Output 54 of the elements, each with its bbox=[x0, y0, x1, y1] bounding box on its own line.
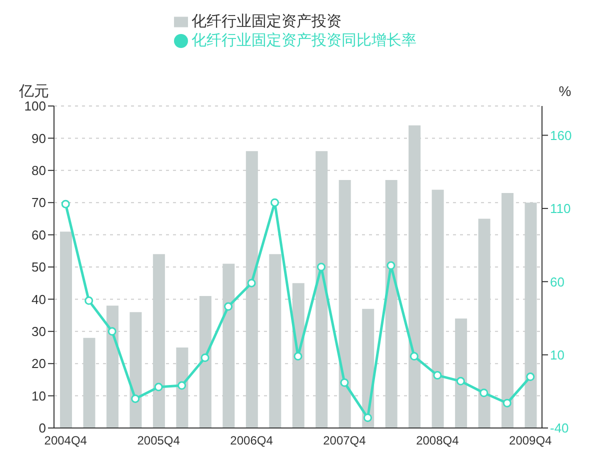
y-tick-label: 90 bbox=[32, 130, 46, 146]
y-axis-title: 亿元 bbox=[18, 83, 49, 100]
bar bbox=[502, 192, 514, 428]
point bbox=[456, 376, 465, 386]
y-tick-label: 50 bbox=[32, 260, 46, 275]
bar bbox=[338, 180, 351, 428]
point bbox=[131, 394, 140, 403]
point bbox=[386, 261, 396, 270]
bar bbox=[60, 232, 72, 428]
y-tick-label: 100 bbox=[24, 98, 46, 114]
y-tick-label: 20 bbox=[32, 356, 46, 372]
point bbox=[363, 414, 372, 422]
y-tick-label: 30 bbox=[32, 324, 46, 340]
bar bbox=[269, 254, 282, 428]
x-tick-label: 2009Q4 bbox=[509, 434, 552, 448]
y2-tick-label: 110 bbox=[550, 201, 571, 216]
point bbox=[316, 262, 326, 272]
point bbox=[224, 302, 233, 311]
point bbox=[294, 352, 302, 361]
legend-label: 化纤行业固定资产投资 bbox=[192, 13, 342, 30]
y-tick-label: 0 bbox=[38, 420, 46, 436]
y-tick-label: 70 bbox=[32, 195, 46, 210]
point bbox=[270, 198, 280, 207]
x-tick-label: 2004Q4 bbox=[44, 434, 88, 448]
point bbox=[84, 296, 94, 305]
bar bbox=[199, 296, 212, 428]
y2-tick-label: 160 bbox=[550, 128, 572, 143]
x-tick-label: 2005Q4 bbox=[137, 434, 180, 448]
point bbox=[61, 200, 70, 208]
point bbox=[154, 382, 163, 392]
y2-tick-label: -40 bbox=[550, 420, 569, 436]
point bbox=[200, 353, 210, 362]
y-tick-label: 40 bbox=[32, 292, 46, 307]
x-tick-label: 2006Q4 bbox=[230, 434, 274, 448]
point bbox=[526, 372, 535, 382]
y-tick-label: 10 bbox=[32, 388, 46, 404]
y2-tick-label: 60 bbox=[550, 274, 564, 290]
bar bbox=[432, 190, 444, 428]
x-tick-label: 2008Q4 bbox=[416, 434, 460, 448]
bar bbox=[130, 312, 142, 428]
point bbox=[480, 388, 488, 398]
point bbox=[108, 327, 116, 336]
x-tick-label: 2007Q4 bbox=[323, 434, 366, 448]
point bbox=[247, 278, 256, 288]
y2-tick-label: 10 bbox=[550, 347, 564, 362]
point bbox=[502, 398, 512, 408]
point bbox=[178, 381, 186, 390]
point bbox=[410, 352, 418, 361]
point bbox=[340, 378, 349, 387]
point bbox=[433, 371, 442, 380]
y2-axis-title: % bbox=[558, 83, 572, 99]
y-tick-label: 80 bbox=[32, 163, 46, 178]
y-tick-label: 60 bbox=[32, 227, 46, 242]
legend-label: 化纤行业固定资产投资同比增长率 bbox=[192, 32, 416, 49]
